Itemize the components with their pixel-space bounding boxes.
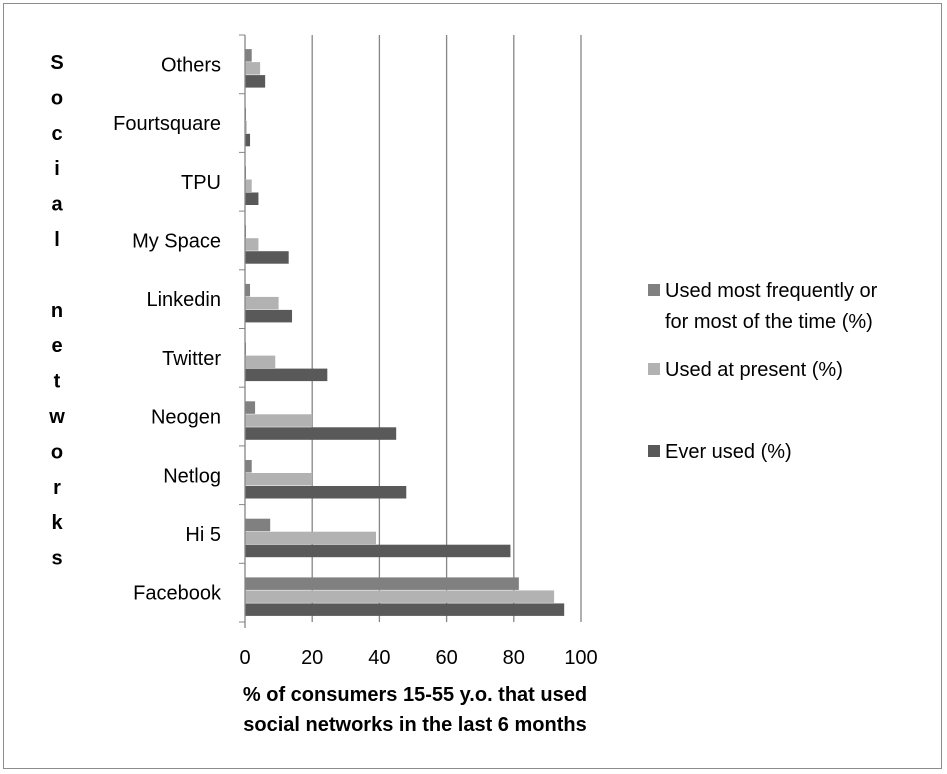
legend-label: Used most frequently or bbox=[665, 280, 878, 302]
bar bbox=[245, 309, 293, 323]
y-axis-title-letter: a bbox=[51, 194, 63, 216]
bar bbox=[245, 427, 397, 440]
bar bbox=[245, 251, 289, 264]
bar bbox=[245, 283, 251, 297]
bar bbox=[245, 577, 519, 590]
legend-label: for most of the time (%) bbox=[665, 311, 873, 333]
y-axis-title-letter: n bbox=[51, 300, 63, 322]
y-axis-title-letter: o bbox=[51, 441, 63, 463]
bar bbox=[245, 518, 271, 532]
category-label: My Space bbox=[132, 230, 221, 252]
bar bbox=[245, 238, 259, 251]
x-tick-label: 80 bbox=[503, 647, 525, 669]
category-label: Fourtsquare bbox=[113, 113, 221, 135]
bar bbox=[245, 460, 252, 473]
category-label: TPU bbox=[181, 172, 221, 194]
bar bbox=[245, 414, 313, 427]
bar bbox=[245, 62, 261, 75]
bar bbox=[245, 531, 377, 545]
category-label: Facebook bbox=[133, 583, 222, 605]
bar bbox=[245, 544, 511, 558]
y-axis-title-letter: k bbox=[51, 512, 63, 534]
y-axis-title-letter: i bbox=[54, 158, 60, 180]
x-axis-title: social networks in the last 6 months bbox=[243, 714, 586, 736]
legend-label: Ever used (%) bbox=[665, 441, 792, 463]
bar bbox=[245, 473, 313, 486]
legend-swatch bbox=[648, 445, 660, 457]
legend-swatch bbox=[648, 284, 660, 296]
bar bbox=[245, 75, 266, 88]
category-label: Twitter bbox=[162, 348, 221, 370]
bar bbox=[245, 296, 279, 310]
y-axis-title-letter: S bbox=[50, 52, 63, 74]
bar bbox=[245, 486, 407, 499]
bar bbox=[245, 401, 256, 414]
bar bbox=[245, 192, 259, 205]
y-axis-title-letter: w bbox=[48, 406, 65, 428]
y-axis-title-letter: t bbox=[54, 371, 61, 393]
category-label: Netlog bbox=[163, 465, 221, 487]
x-tick-label: 60 bbox=[435, 647, 457, 669]
y-axis-title-letter: r bbox=[53, 477, 61, 499]
bar bbox=[245, 603, 565, 616]
x-tick-label: 40 bbox=[368, 647, 390, 669]
legend-swatch bbox=[648, 363, 660, 375]
bar bbox=[245, 120, 247, 134]
x-tick-label: 0 bbox=[239, 647, 250, 669]
x-axis-title: % of consumers 15-55 y.o. that used bbox=[243, 684, 587, 706]
bar bbox=[245, 590, 555, 603]
x-tick-label: 100 bbox=[564, 647, 597, 669]
bar bbox=[245, 355, 276, 369]
bar bbox=[245, 179, 252, 192]
y-axis-title-letter: c bbox=[51, 123, 62, 145]
category-label: Linkedin bbox=[146, 289, 221, 311]
y-axis-title-letter: e bbox=[51, 335, 62, 357]
category-label: Others bbox=[161, 54, 221, 76]
bar-chart: Facebook Hi 5 Netlog Neogen Twitter Linkedin M… bbox=[48, 34, 878, 736]
y-axis-title-letter: o bbox=[51, 87, 63, 109]
category-label: Neogen bbox=[151, 407, 221, 429]
y-axis-title-letter: l bbox=[54, 229, 60, 251]
category-label: Hi 5 bbox=[185, 524, 221, 546]
y-axis-title-letter: s bbox=[51, 548, 62, 570]
bar bbox=[245, 368, 328, 382]
legend-label: Used at present (%) bbox=[665, 359, 843, 381]
bar bbox=[245, 49, 252, 62]
bar bbox=[245, 133, 251, 147]
x-tick-label: 20 bbox=[301, 647, 323, 669]
chart-frame: Facebook Hi 5 Netlog Neogen Twitter Linkedin M… bbox=[3, 3, 942, 769]
